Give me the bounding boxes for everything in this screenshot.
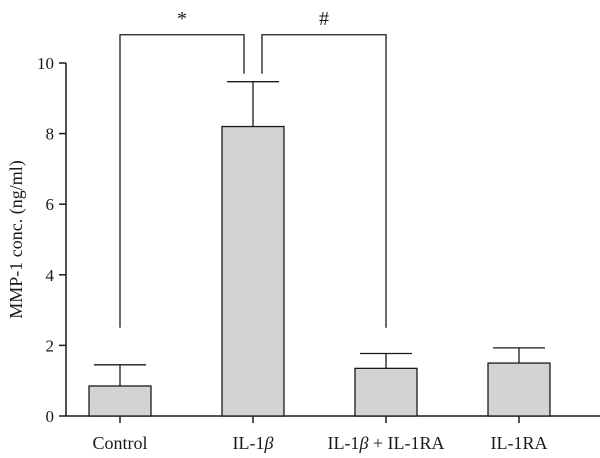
y-tick-label: 8 (46, 125, 55, 144)
category-label-2: IL-1β + IL-1RA (327, 433, 444, 453)
bar-2 (354, 367, 418, 417)
bar-1 (221, 125, 285, 417)
significance-label-0: * (177, 8, 187, 30)
significance-bracket-1 (261, 34, 387, 328)
y-tick-label: 2 (46, 336, 55, 355)
y-axis-label: MMP-1 conc. (ng/ml) (6, 160, 27, 318)
category-label-3: IL-1RA (491, 433, 548, 453)
category-label-1: IL-1β (233, 433, 274, 453)
bar-0 (88, 385, 152, 417)
y-tick-label: 0 (46, 407, 55, 426)
y-tick-label: 4 (46, 266, 55, 285)
category-label-0: Control (92, 433, 147, 453)
bar-3 (487, 362, 551, 417)
error-bars (94, 81, 545, 386)
significance-bracket-0 (119, 34, 245, 328)
labels: 0 2 4 6 8 10 MMP-1 conc. (ng/ml) * # Control IL-1β… (6, 8, 548, 453)
significance-label-1: # (319, 8, 329, 30)
y-tick-label: 10 (37, 54, 54, 73)
bars (88, 125, 551, 417)
significance-brackets (119, 34, 387, 328)
y-tick-label: 6 (46, 195, 55, 214)
